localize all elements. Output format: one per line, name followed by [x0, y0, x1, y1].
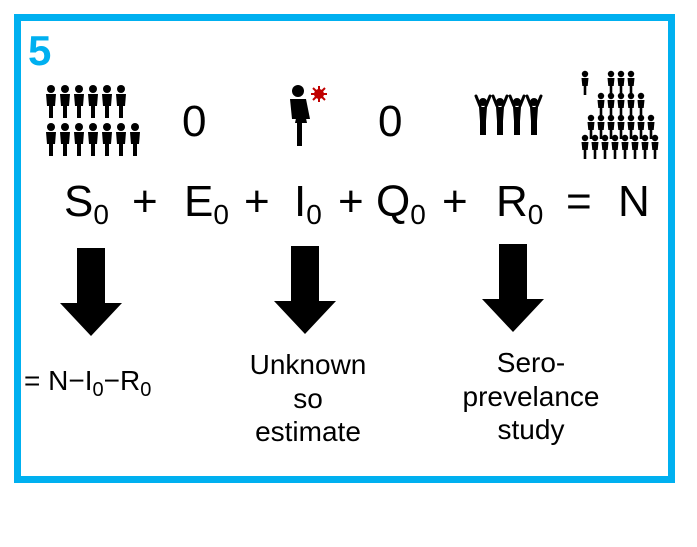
- down-arrow-s: [60, 248, 122, 336]
- r-note-line-3: study: [497, 414, 565, 446]
- equals-sign: =: [566, 177, 592, 226]
- r-note: Sero- prevelance study: [446, 346, 616, 447]
- r-note-line-1: Sero-: [496, 347, 566, 378]
- term-i: I0: [294, 177, 322, 230]
- cheering-group-icon: [474, 94, 543, 137]
- term-n: N: [618, 177, 650, 226]
- plus-2: +: [244, 177, 270, 226]
- population-pyramid-icon: [581, 70, 659, 159]
- s-note: = N−I0−R0: [24, 365, 152, 401]
- term-s: S0: [64, 177, 109, 230]
- plus-4: +: [442, 177, 468, 226]
- down-arrow-r: [482, 244, 544, 332]
- term-r: R0: [496, 177, 544, 230]
- plus-3: +: [338, 177, 364, 226]
- term-e: E0: [184, 177, 229, 230]
- plus-1: +: [132, 177, 158, 226]
- term-q: Q0: [376, 177, 426, 230]
- down-arrow-i: [274, 246, 336, 334]
- r-note-line-2: prevelance: [462, 380, 600, 412]
- i-note: Unknown so estimate: [232, 348, 384, 449]
- i-note-line-2: so: [293, 382, 323, 414]
- i-note-line-3: estimate: [255, 416, 361, 448]
- exposed-zero: 0: [182, 97, 207, 146]
- quarantined-zero: 0: [378, 97, 403, 146]
- panel-number: 5: [28, 27, 52, 74]
- crowd-icon: [46, 85, 140, 156]
- i-note-line-1: Unknown: [249, 349, 367, 380]
- panel-frame: [14, 14, 675, 483]
- infected-person-icon: [290, 85, 327, 146]
